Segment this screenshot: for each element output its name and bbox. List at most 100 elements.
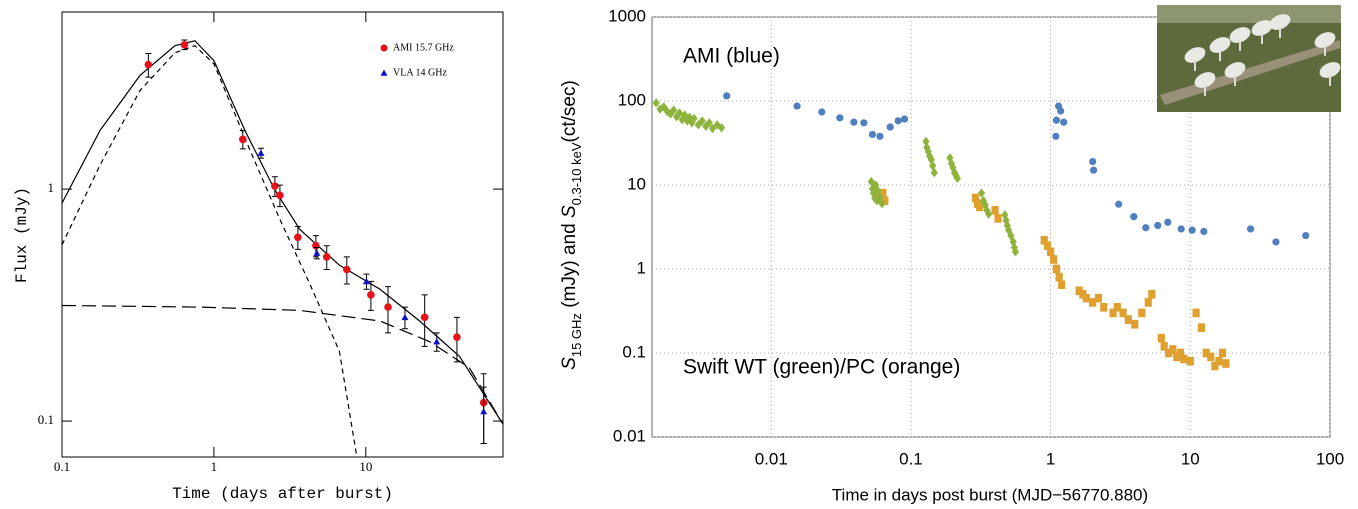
annotation: Swift WT (green)/PC (orange) — [683, 356, 960, 379]
y-tick-label: 0.1 — [622, 342, 646, 361]
data-point — [678, 114, 686, 125]
data-point — [694, 120, 702, 130]
data-point — [1222, 359, 1230, 368]
y-tick-label: 1000 — [608, 6, 646, 25]
data-point — [683, 116, 691, 126]
y-axis-label-part: S — [559, 357, 580, 370]
dish — [1251, 20, 1273, 36]
data-point — [322, 253, 331, 261]
y-axis-label: Flux (mJy) — [13, 187, 31, 283]
data-point — [1157, 333, 1165, 343]
plot: 0.01 0.1 1 10 100 0.01 0.1 1 10 100 1000 Time in da… — [559, 5, 1344, 504]
x-tick-label: 0.01 — [755, 449, 788, 468]
data-point — [453, 333, 461, 341]
y-axis-label-part: (mJy) and — [559, 218, 580, 313]
x-tick-label: 100 — [1316, 449, 1344, 468]
data-point — [1176, 348, 1185, 358]
dish — [1184, 47, 1206, 63]
data-point — [1177, 225, 1185, 233]
data-point — [660, 102, 668, 112]
data-point — [1211, 361, 1219, 371]
x-tick-label: 10 — [1181, 449, 1200, 468]
data-point — [420, 313, 429, 322]
data-point — [886, 123, 894, 131]
data-point — [698, 116, 706, 126]
data-point — [1124, 315, 1132, 324]
data-point — [1094, 293, 1103, 303]
data-point — [1138, 308, 1146, 318]
data-point — [257, 149, 265, 156]
data-point — [1010, 242, 1018, 253]
data-point — [688, 118, 696, 128]
data-point — [923, 142, 931, 153]
data-point — [672, 112, 681, 122]
data-point — [881, 196, 889, 206]
dish — [1194, 72, 1216, 88]
data-point — [367, 291, 375, 299]
data-point — [675, 108, 684, 118]
data-point — [876, 132, 884, 140]
data-point — [1173, 352, 1181, 362]
data-point — [922, 136, 930, 147]
data-point — [480, 407, 488, 415]
plot-frame — [61, 11, 504, 458]
data-point — [652, 98, 660, 108]
data-point — [1075, 286, 1083, 296]
data-point — [1058, 280, 1066, 290]
model-curve — [61, 40, 504, 425]
data-point — [276, 191, 284, 200]
data-point — [1089, 157, 1097, 166]
data-point — [994, 214, 1002, 223]
photo-sky — [1157, 5, 1341, 23]
data-point — [900, 115, 909, 123]
data-point — [690, 113, 698, 124]
data-point — [384, 303, 392, 311]
data-point — [850, 118, 858, 126]
data-point — [1144, 298, 1152, 307]
dish — [1269, 14, 1291, 30]
y-tick-label: 0.1 — [38, 412, 54, 427]
dish — [1319, 62, 1341, 78]
y-tick-label: 10 — [627, 174, 646, 193]
data-point — [1082, 293, 1090, 303]
legend-label: VLA 14 GHz — [393, 67, 447, 78]
data-point — [685, 112, 694, 122]
data-point — [1164, 218, 1172, 226]
data-point — [1130, 213, 1138, 221]
data-point — [952, 170, 960, 181]
y-tick-label: 1 — [48, 180, 55, 195]
data-point — [1052, 264, 1061, 274]
data-point — [860, 119, 868, 127]
data-point — [1165, 348, 1173, 358]
data-point — [868, 130, 877, 139]
data-point — [362, 277, 370, 285]
data-point — [979, 196, 987, 206]
data-point — [723, 92, 731, 100]
data-point — [1047, 247, 1055, 257]
data-point — [1089, 298, 1097, 307]
data-point — [879, 188, 887, 198]
data-point — [1218, 348, 1227, 358]
data-point — [1154, 221, 1162, 230]
data-point — [991, 205, 999, 215]
data-point — [953, 173, 961, 184]
telescope-photo — [1157, 5, 1341, 112]
data-point — [1001, 210, 1009, 220]
y-axis-label-part: 0.3-10 keV — [569, 142, 584, 205]
data-point — [702, 121, 710, 131]
data-point — [1200, 227, 1208, 236]
annotation: AMI (blue) — [683, 45, 780, 68]
data-point — [949, 163, 957, 173]
data-point — [1188, 226, 1196, 234]
legend-label: AMI 15.7 GHz — [393, 42, 454, 53]
data-point — [1207, 352, 1215, 362]
data-point — [1246, 225, 1255, 233]
data-point — [1142, 224, 1150, 232]
data-point — [871, 193, 879, 203]
data-point — [1197, 323, 1205, 333]
data-point — [681, 110, 689, 120]
data-point — [1169, 345, 1177, 354]
model-curve — [61, 304, 504, 425]
data-point — [1089, 166, 1098, 174]
